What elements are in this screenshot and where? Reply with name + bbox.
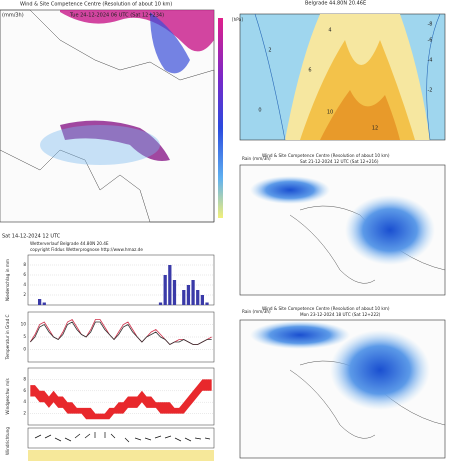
precip-area (330, 330, 430, 410)
precip-area (60, 10, 214, 52)
contour-label: 6 (308, 68, 311, 74)
map-title: Wind & Site Competence Centre (Resolutio… (262, 153, 390, 158)
contour-label: 10 (327, 110, 333, 116)
meteogram: Sat 14-12-2024 12 UTC Wetterverlauf Belg… (2, 234, 215, 461)
axis-label: Temperatur in Grad C (5, 314, 10, 360)
coastline (0, 9, 215, 223)
precip-bar (42, 302, 46, 305)
wind-band (30, 379, 212, 420)
wind-direction-frame (27, 427, 215, 449)
contour-label: -4 (428, 58, 433, 64)
section-unit: [hPa] (232, 17, 243, 22)
precip-bar (158, 302, 163, 305)
contour-labels: -8 -6 -4 -2 0 2 4 6 10 12 (258, 22, 432, 132)
contour-label: -8 (428, 22, 433, 28)
precip-bar (191, 280, 195, 305)
y-tick-label: 6 (23, 388, 26, 393)
y-tick-label: 4 (23, 282, 26, 287)
precip-bar (196, 290, 200, 305)
y-tick-label: 8 (23, 376, 26, 381)
y-tick-label: 5 (23, 334, 26, 339)
contour-label: 2 (268, 48, 271, 54)
contour-label: 12 (372, 126, 378, 132)
axis-label: Niederschlag in mm (5, 259, 10, 301)
precip-bar (205, 302, 209, 305)
precip-area (345, 195, 435, 265)
map-subtitle: Mon 23-12-2024 18 UTC (Sat 12+222) (300, 312, 381, 317)
precip-bar (172, 280, 177, 305)
map-title: Wind & Site Competence Centre (Resolutio… (262, 306, 390, 311)
precip-area (150, 12, 190, 74)
precip-area (250, 176, 330, 204)
y-tick-label: 4 (23, 399, 26, 404)
contour-label: 0 (258, 108, 261, 114)
contour-label: -6 (428, 38, 433, 44)
temperature-line (29, 318, 212, 345)
precip-area (250, 321, 350, 349)
axis-label: Windgeschw. m/s (5, 378, 10, 414)
cross-section: Belgrade 44.80N 20.46E [hPa] -8 -6 -4 -2 0 2 4… (232, 1, 446, 141)
temperature-line (30, 321, 212, 345)
y-tick-label: 10 (21, 322, 27, 327)
map-unit: Rain (mm/3h) (242, 156, 271, 161)
meteogram-copyright: copyright Fiddus Wetterprognose http://w… (30, 247, 143, 252)
map-middle: Wind & Site Competence Centre (Resolutio… (239, 153, 446, 296)
precip-bar (168, 265, 172, 305)
y-tick-label: 0 (23, 347, 26, 352)
precip-bar (182, 290, 186, 305)
contour-label: -2 (428, 88, 433, 94)
map-unit: Rain (mm/3h) (242, 309, 271, 314)
precip-area (60, 120, 170, 161)
meteogram-location: Wetterverlauf Belgrade 44.80N 20.4E (30, 241, 109, 246)
footer-strip (28, 450, 214, 461)
precip-bar (200, 295, 205, 305)
map-bottom: Wind & Site Competence Centre (Resolutio… (239, 306, 446, 459)
color-bar (218, 18, 223, 218)
precip-area (40, 125, 160, 165)
y-tick-label: 8 (23, 262, 26, 267)
panel-frame (27, 254, 215, 306)
map-subtitle: Sat 21-12-2024 12 UTC (Sat 12+216) (300, 159, 379, 164)
section-title: Belgrade 44.80N 20.46E (305, 1, 366, 7)
temperature-band (320, 90, 400, 140)
wind-barbs (34, 432, 211, 443)
y-tick-label: 6 (23, 272, 26, 277)
axis-label: Windrichtung (5, 427, 10, 455)
precip-bar (186, 285, 191, 305)
y-tick-label: 2 (23, 292, 26, 297)
map-unit: (mm/3h) (2, 13, 24, 19)
contour-label: 4 (328, 28, 331, 34)
map-title: Wind & Site Competence Centre (Resolutio… (20, 2, 172, 8)
panel-frame (27, 367, 215, 426)
meteogram-date: Sat 14-12-2024 12 UTC (2, 234, 61, 240)
contour (254, 13, 441, 141)
y-tick-label: 2 (23, 411, 26, 416)
map-subtitle: Tue 24-12-2024 06 UTC (Sat 12+234) (69, 13, 164, 19)
precip-bar (163, 275, 167, 305)
top-map: Wind & Site Competence Centre (Resolutio… (0, 2, 223, 223)
precip-bar (37, 299, 42, 305)
